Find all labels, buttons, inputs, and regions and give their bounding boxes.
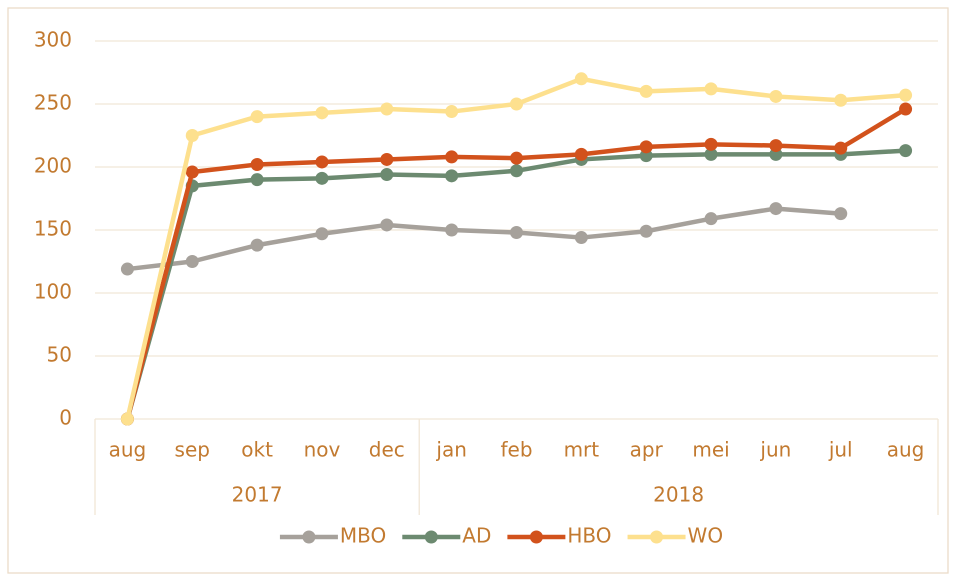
point	[769, 202, 783, 216]
x-tick-label: nov	[304, 438, 341, 462]
legend-marker	[529, 530, 543, 544]
point	[510, 151, 523, 165]
point	[639, 224, 653, 238]
series-line	[125, 148, 906, 420]
point	[185, 165, 199, 179]
point	[380, 168, 394, 182]
point	[899, 102, 913, 116]
y-tick-label: 50	[47, 343, 72, 367]
point	[769, 139, 783, 153]
x-tick-label: jan	[435, 438, 467, 462]
x-tick-label: apr	[630, 438, 664, 462]
point	[574, 147, 588, 161]
x-tick-label: aug	[109, 438, 147, 462]
group-label: 2018	[653, 483, 704, 507]
point	[639, 140, 653, 154]
point	[120, 262, 134, 276]
chart-frame	[7, 7, 949, 574]
group-label: 2017	[232, 483, 283, 507]
x-tick-label: sep	[175, 438, 210, 462]
legend-label: HBO	[567, 524, 611, 548]
point	[899, 88, 913, 102]
y-tick-label: 250	[34, 91, 72, 115]
point	[574, 72, 588, 86]
point	[510, 226, 523, 240]
point	[380, 152, 394, 166]
point	[510, 164, 523, 178]
point	[704, 147, 718, 161]
x-tick-label: jul	[828, 438, 853, 462]
legend-marker	[302, 530, 316, 544]
point	[315, 171, 329, 185]
x-tick-label: jun	[759, 438, 791, 462]
y-tick-label: 300	[34, 28, 72, 52]
y-tick-label: 100	[34, 280, 72, 304]
x-tick-label: dec	[369, 438, 405, 462]
point	[185, 255, 199, 268]
point	[315, 227, 329, 241]
series-line	[127, 206, 841, 272]
point	[639, 84, 653, 98]
point	[445, 150, 459, 164]
legend-marker	[650, 530, 664, 544]
y-tick-label: 0	[59, 406, 72, 430]
point	[250, 110, 264, 124]
point	[250, 157, 264, 171]
x-tick-label: okt	[241, 438, 273, 462]
point	[185, 129, 199, 142]
legend-label: WO	[688, 524, 724, 548]
x-tick-label: mei	[692, 438, 729, 462]
x-tick-label: feb	[500, 438, 532, 462]
point	[899, 144, 913, 158]
point	[315, 155, 329, 169]
point	[704, 82, 718, 96]
point	[315, 106, 329, 120]
y-tick-label: 150	[34, 217, 72, 241]
point	[120, 412, 134, 426]
legend-label: AD	[462, 524, 491, 548]
point	[250, 173, 264, 187]
legend-marker	[424, 530, 438, 544]
point	[445, 105, 459, 119]
point	[445, 223, 459, 237]
point	[704, 137, 718, 151]
point	[380, 218, 394, 232]
point	[769, 89, 783, 103]
point	[445, 169, 459, 183]
point	[250, 238, 264, 252]
point	[574, 231, 588, 245]
legend-label: MBO	[340, 524, 386, 548]
x-tick-label: aug	[887, 438, 925, 462]
point	[380, 102, 394, 116]
point	[834, 207, 848, 221]
point	[834, 141, 848, 155]
point	[510, 97, 523, 111]
y-tick-label: 200	[34, 154, 72, 178]
point	[704, 212, 718, 226]
legend: MBO AD HBO WO	[279, 524, 724, 548]
x-tick-label: mrt	[564, 438, 600, 462]
point	[834, 93, 848, 107]
